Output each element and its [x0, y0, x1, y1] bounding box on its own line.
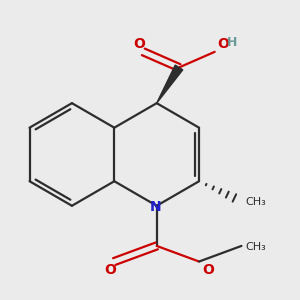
Text: O: O	[217, 37, 229, 51]
Text: O: O	[133, 37, 145, 51]
Polygon shape	[157, 65, 183, 103]
Text: H: H	[227, 35, 237, 49]
Text: O: O	[104, 262, 116, 277]
Text: CH₃: CH₃	[245, 242, 266, 252]
Text: CH₃: CH₃	[245, 197, 266, 207]
Text: N: N	[150, 200, 161, 214]
Text: O: O	[202, 262, 214, 277]
